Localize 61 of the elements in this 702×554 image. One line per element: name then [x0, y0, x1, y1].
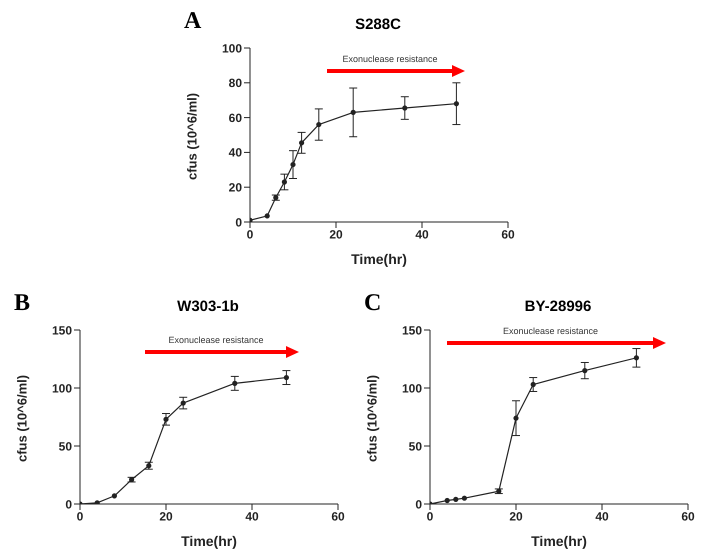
y-tick-label: 100: [222, 41, 242, 56]
point: [290, 162, 296, 168]
x-tick-label: 0: [246, 228, 254, 242]
point: [282, 179, 287, 185]
point: [94, 500, 100, 504]
point: [444, 498, 450, 504]
point: [284, 374, 289, 380]
annotation: Exonuclease resistance: [502, 326, 598, 336]
point: [112, 493, 117, 498]
point: [453, 496, 458, 502]
x-tick-label: 20: [509, 510, 523, 524]
point: [264, 213, 270, 219]
point: [513, 416, 519, 421]
point: [634, 355, 639, 360]
y-axis-title: cfus (10^6/ml): [14, 374, 30, 462]
point: [454, 101, 459, 106]
y-tick-label: 60: [228, 110, 242, 125]
y-tick-label: 150: [52, 323, 72, 338]
x-tick-label: 60: [501, 228, 515, 242]
x-tick-label: 60: [681, 510, 695, 524]
point: [232, 380, 238, 386]
point: [299, 140, 304, 146]
point: [316, 122, 322, 128]
y-tick-label: 80: [228, 76, 242, 90]
x-tick-label: 60: [331, 510, 345, 524]
y-axis-title: cfus (10^6/ml): [364, 374, 380, 462]
x-axis-title: Time(hr): [351, 251, 407, 267]
point: [402, 105, 408, 111]
x-tick-label: 0: [76, 510, 84, 524]
y-tick-label: 50: [408, 439, 422, 454]
annotation: Exonuclease resistance: [342, 54, 438, 64]
x-axis-title: Time(hr): [531, 533, 587, 549]
y-axis-title: cfus (10^6/ml): [184, 92, 200, 180]
point: [582, 368, 588, 374]
point: [350, 110, 356, 115]
y-tick-label: 20: [228, 180, 242, 194]
point: [530, 382, 536, 388]
y-tick-label: 50: [58, 439, 72, 454]
y-tick-label: 100: [402, 381, 422, 396]
y-tick-label: 40: [228, 146, 242, 160]
y-tick-label: 0: [415, 497, 422, 512]
point: [163, 416, 169, 422]
text: A: [184, 8, 202, 35]
y-tick-label: 100: [52, 381, 72, 396]
x-tick-label: 40: [245, 510, 259, 524]
point: [462, 496, 467, 501]
chart-title: S288C: [354, 16, 402, 33]
x-tick-label: 0: [426, 510, 434, 524]
chart-title: W303-1b: [176, 298, 240, 315]
chart-title: BY-28996: [524, 298, 592, 315]
y-tick-label: 0: [235, 215, 242, 230]
x-tick-label: 20: [329, 228, 343, 242]
point: [180, 400, 186, 406]
text: B: [14, 290, 30, 317]
text: C: [364, 290, 382, 317]
annotation: Exonuclease resistance: [168, 335, 264, 345]
y-tick-label: 0: [65, 497, 72, 512]
y-tick-label: 150: [402, 323, 422, 338]
x-tick-label: 20: [159, 510, 173, 524]
x-axis-title: Time(hr): [181, 533, 237, 549]
x-tick-label: 40: [595, 510, 609, 524]
